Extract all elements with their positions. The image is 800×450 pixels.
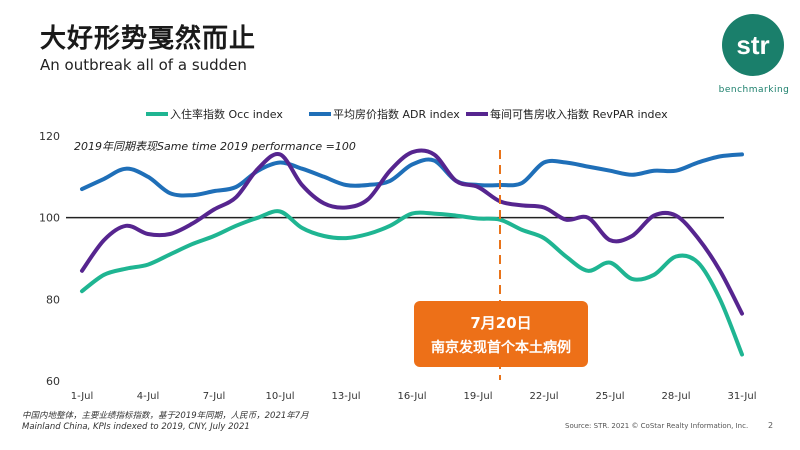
footnote-english: Mainland China, KPIs indexed to 2019, CN… [22, 422, 250, 432]
y-tick-label: 60 [46, 375, 60, 388]
y-tick-label: 100 [39, 212, 60, 225]
adr-index-line [80, 152, 744, 198]
x-tick-label: 25-Jul [596, 391, 625, 402]
x-tick-label: 16-Jul [398, 391, 427, 402]
page-number: 2 [768, 421, 774, 430]
page-title: 大好形势戛然而止 [40, 24, 257, 54]
x-tick-label: 19-Jul [464, 391, 493, 402]
x-tick-label: 13-Jul [332, 391, 361, 402]
event-callout-box [414, 301, 588, 367]
callout-text: 南京发现首个本土病例 [431, 339, 571, 356]
x-tick-label: 31-Jul [728, 391, 757, 402]
x-tick-label: 28-Jul [662, 391, 691, 402]
y-tick-label: 120 [39, 130, 60, 143]
occ-index-line [80, 209, 744, 357]
footnote-chinese: 中国内地整体，主要业绩指标指数，基于2019年同期，人民币，2021年7月 [22, 411, 309, 421]
x-tick-label: 4-Jul [137, 391, 160, 402]
page-subtitle: An outbreak all of a sudden [40, 56, 247, 74]
legend-label: 平均房价指数 ADR index [333, 107, 460, 121]
legend-label: 每间可售房收入指数 RevPAR index [490, 107, 668, 121]
x-tick-label: 1-Jul [71, 391, 94, 402]
chart-note: 2019年同期表现Same time 2019 performance =100 [74, 140, 356, 153]
x-tick-label: 22-Jul [530, 391, 559, 402]
logo-subtext: benchmarking [718, 85, 790, 95]
y-tick-label: 80 [46, 293, 60, 306]
logo-text: str [736, 29, 770, 60]
legend-label: 入住率指数 Occ index [170, 107, 283, 121]
revpar-index-line [80, 148, 744, 316]
str-logo: str [722, 14, 784, 76]
callout-date: 7月20日 [470, 314, 531, 332]
x-tick-label: 7-Jul [203, 391, 226, 402]
x-tick-label: 10-Jul [266, 391, 295, 402]
source-note: Source: STR. 2021 © CoStar Realty Inform… [565, 422, 749, 430]
